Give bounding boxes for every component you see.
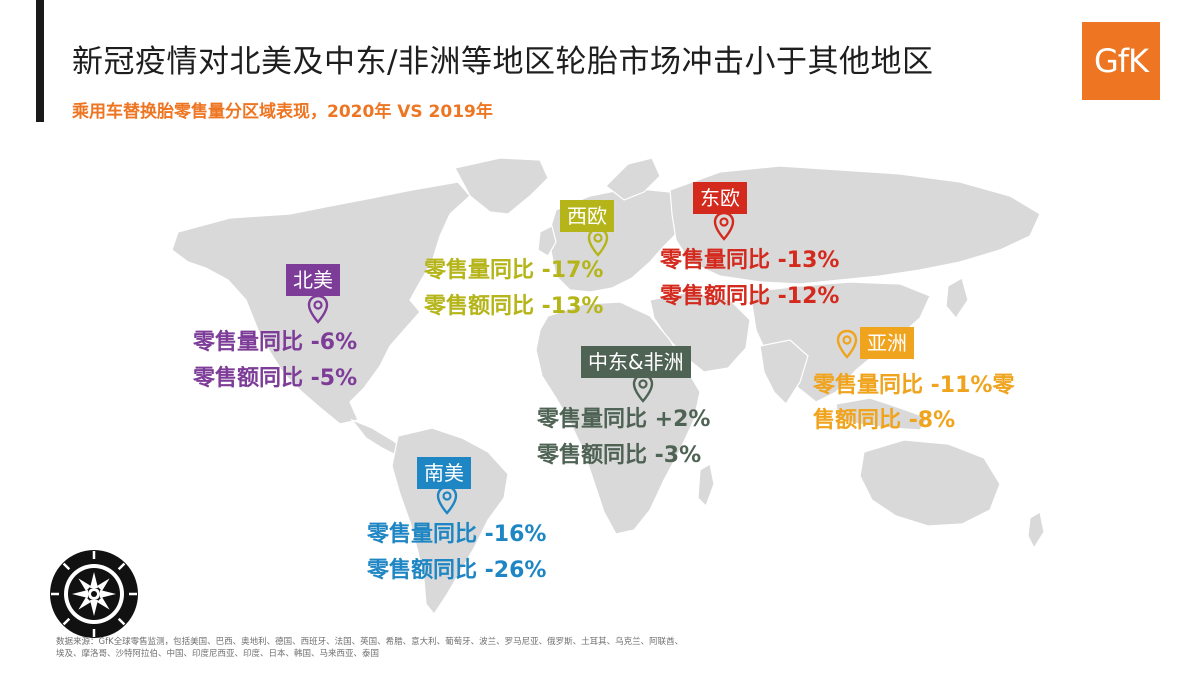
tag-south-america: 南美 <box>417 457 471 489</box>
map-pin-icon <box>436 485 458 515</box>
map-uk <box>537 225 557 257</box>
logo-text: GfK <box>1093 42 1149 80</box>
accent-bar <box>36 0 44 122</box>
map-se-asia <box>835 397 929 431</box>
map-pin-icon <box>836 329 858 359</box>
tire-icon <box>50 550 138 638</box>
western-europe-volume: 零售量同比 -17% <box>424 258 604 283</box>
gfk-logo: GfK <box>1082 22 1160 100</box>
tag-asia: 亚洲 <box>860 327 914 359</box>
north-america-volume: 零售量同比 -6% <box>193 330 358 355</box>
map-greenland <box>454 157 549 215</box>
map-new-zealand <box>1027 511 1045 550</box>
map-pin-icon <box>307 294 329 324</box>
map-japan <box>945 277 969 320</box>
map-madagascar <box>697 463 715 508</box>
source-note: 数据来源：GfK全球零售监测，包括美国、巴西、奥地利、德国、西班牙、法国、英国、… <box>56 636 836 660</box>
map-scandinavia <box>605 157 661 201</box>
map-pin-icon <box>587 227 609 257</box>
middle-east-africa-value: 零售额同比 -3% <box>537 443 702 468</box>
tag-middle-east-africa: 中东&非洲 <box>581 346 691 378</box>
tag-north-america: 北美 <box>286 264 340 296</box>
map-pin-icon <box>713 211 735 241</box>
eastern-europe-value: 零售额同比 -12% <box>660 284 840 309</box>
eastern-europe-volume: 零售量同比 -13% <box>660 248 840 273</box>
map-australia <box>859 439 1001 527</box>
tag-eastern-europe: 东欧 <box>693 182 747 214</box>
south-america-volume: 零售量同比 -16% <box>367 522 547 547</box>
asia-volume: 零售量同比 -11%零 <box>813 373 1015 398</box>
south-america-value: 零售额同比 -26% <box>367 558 547 583</box>
page-title: 新冠疫情对北美及中东/非洲等地区轮胎市场冲击小于其他地区 <box>72 44 934 80</box>
middle-east-africa-volume: 零售量同比 +2% <box>537 407 711 432</box>
north-america-value: 零售额同比 -5% <box>193 366 358 391</box>
map-russia <box>669 165 1041 285</box>
page-subtitle: 乘用车替换胎零售量分区域表现，2020年 VS 2019年 <box>72 102 493 122</box>
source-line-2: 埃及、摩洛哥、沙特阿拉伯、中国、印度尼西亚、印度、日本、韩国、马来西亚、泰国 <box>56 649 380 659</box>
map-india <box>759 339 809 405</box>
source-line-1: 数据来源：GfK全球零售监测，包括美国、巴西、奥地利、德国、西班牙、法国、英国、… <box>56 637 684 647</box>
map-pin-icon <box>632 373 654 403</box>
western-europe-value: 零售额同比 -13% <box>424 294 604 319</box>
tag-western-europe: 西欧 <box>560 200 614 232</box>
asia-value: 售额同比 -8% <box>813 408 956 433</box>
